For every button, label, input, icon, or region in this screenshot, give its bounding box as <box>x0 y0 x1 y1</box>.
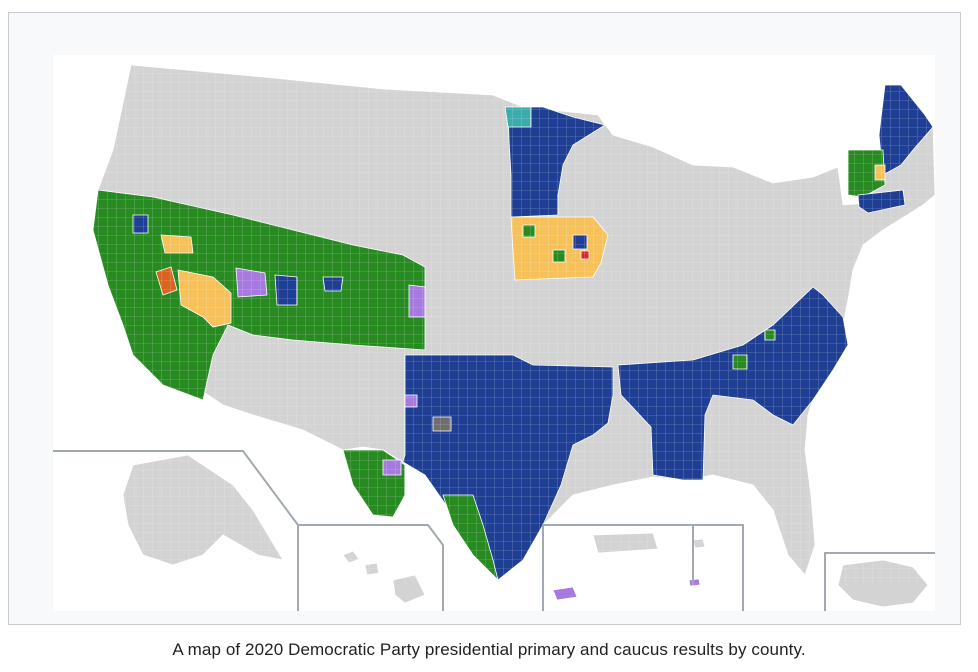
county-boundary-overlay <box>91 65 935 585</box>
map-thumbnail-frame <box>8 12 961 625</box>
county-results-map[interactable] <box>53 55 935 611</box>
map-caption: A map of 2020 Democratic Party president… <box>172 640 806 659</box>
us-county-map-svg <box>53 64 935 611</box>
inset-frame-lines <box>53 450 935 611</box>
american-samoa-shape <box>552 586 578 601</box>
